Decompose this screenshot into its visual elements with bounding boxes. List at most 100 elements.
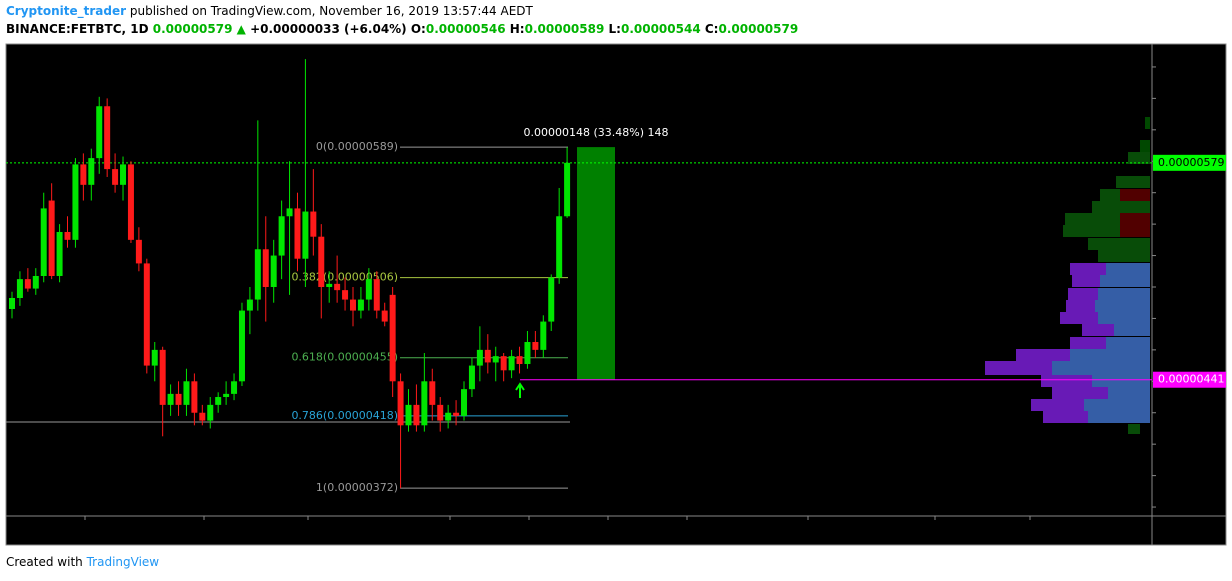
candle-body [159, 349, 166, 405]
candle-body [413, 404, 420, 426]
header-line: Cryptonite_trader published on TradingVi… [6, 4, 533, 18]
x-tick-label: 13 [1023, 525, 1037, 538]
candle-body [127, 164, 134, 240]
candle-body [199, 412, 206, 421]
candle-body [167, 393, 174, 405]
price-tag-label: 0.00000579 [1158, 156, 1224, 169]
candle-body [231, 381, 238, 394]
fib-label: 0(0.00000589) [316, 140, 398, 153]
last: 0.00000579 [152, 22, 233, 36]
candle-body [135, 239, 142, 264]
candle-body [223, 393, 230, 398]
candle-body [524, 342, 531, 365]
candle-body [389, 294, 396, 382]
candle-body [254, 249, 261, 300]
candle-body [405, 404, 412, 426]
candle-body [215, 397, 222, 405]
c-label: C: [704, 22, 719, 36]
candle-body [453, 412, 460, 416]
y-tick-label: 0.00000520 [1159, 249, 1225, 262]
footer-text: Created with [6, 555, 83, 569]
x-tick-label: 16 [801, 525, 815, 538]
candle-body [373, 279, 380, 311]
candle-body [32, 275, 39, 289]
y-tick-label: 0.00000640 [1159, 60, 1225, 73]
candle-body [207, 404, 214, 421]
x-tick-label: 14 [301, 525, 315, 538]
brand[interactable]: TradingView [86, 555, 160, 569]
candle-body [286, 208, 293, 217]
y-tick-label: 0.00000620 [1159, 91, 1225, 104]
header-line: BINANCE:FETBTC, 1D 0.00000579 ▲ +0.00000… [6, 22, 798, 36]
candle-body [80, 164, 87, 185]
candle-body [357, 299, 364, 311]
candle-body [397, 381, 404, 426]
y-tick-label: 0.00000420 [1159, 406, 1225, 419]
x-tick-label: Dec [676, 525, 697, 538]
measure-box [577, 147, 615, 380]
candle-body [246, 299, 253, 311]
candle-body [294, 208, 301, 259]
x-tick-label: 11 [522, 525, 536, 538]
candle-body [56, 231, 63, 276]
h-label: H: [509, 22, 525, 36]
published: published on TradingView.com, November 1… [126, 4, 533, 18]
candle-body [175, 393, 182, 405]
candle-body [48, 200, 55, 276]
candle-body [556, 216, 563, 278]
candle-body [476, 349, 483, 366]
candle-body [143, 263, 150, 366]
candle-body [429, 381, 436, 405]
candle-body [96, 106, 103, 159]
candle-body [270, 255, 277, 287]
y-tick-label: 0.00000560 [1159, 186, 1225, 199]
change: +0.00000033 (+6.04%) [250, 22, 407, 36]
candle-body [532, 342, 539, 350]
candle-body [334, 283, 341, 291]
candle-body [445, 412, 452, 421]
candle-body [508, 356, 515, 371]
candle-body [564, 162, 571, 217]
arrow: ▲ [236, 22, 246, 36]
fib-label: 1(0.00000372) [316, 481, 398, 494]
candle-body [238, 310, 245, 382]
arrow-marker [515, 382, 525, 398]
l: 0.00000544 [620, 22, 701, 36]
candle-body [349, 299, 356, 311]
candle-body [120, 164, 127, 185]
y-tick-label: 0.00000600 [1159, 123, 1225, 136]
measure-label: 0.00000148 (33.48%) 148 [524, 126, 669, 139]
x-tick-label: Nov [439, 525, 461, 538]
candle-body [421, 381, 428, 426]
x-tick-label: 2020 [921, 525, 949, 538]
y-tick-label: 0.00000400 [1159, 437, 1225, 450]
x-tick-label: 16 [78, 525, 92, 538]
author[interactable]: Cryptonite_trader [6, 4, 127, 18]
candle-body [468, 365, 475, 390]
candle-body [104, 106, 111, 170]
panel [5, 43, 1227, 546]
candle-body [492, 356, 499, 363]
candle-body [40, 208, 47, 276]
candle-body [310, 211, 317, 237]
h: 0.00000589 [524, 22, 605, 36]
candle-body [318, 236, 325, 287]
y-tick-label: 0.00000540 [1159, 217, 1225, 230]
candle-body [516, 356, 523, 365]
candle-body [365, 279, 372, 300]
x-tick-label: 21 [601, 525, 615, 538]
candle-body [151, 349, 158, 366]
symbol: BINANCE:FETBTC, 1D [6, 22, 149, 36]
candle-body [500, 356, 507, 371]
candle-body [342, 290, 349, 300]
candle-body [381, 310, 388, 322]
price-tag [1153, 371, 1226, 388]
candle-body [24, 279, 31, 289]
candle-body [64, 231, 71, 240]
candle-body [437, 404, 444, 421]
fib-label: 0.786(0.00000418) [291, 409, 398, 422]
volume-profile [985, 117, 1150, 434]
candle-body [461, 389, 468, 416]
